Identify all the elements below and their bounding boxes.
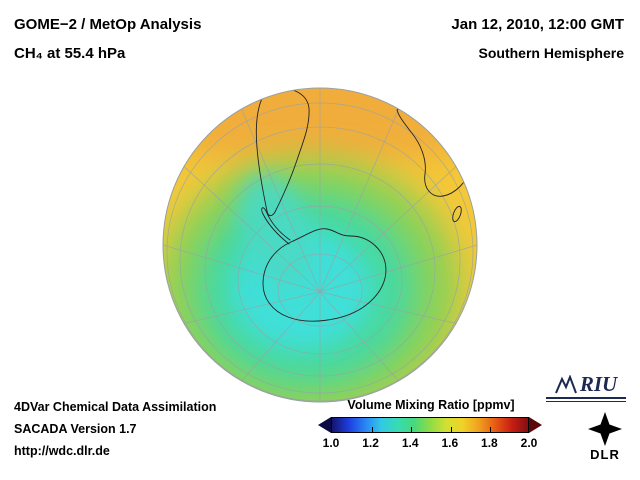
colorbar-tick-mark: [490, 426, 492, 432]
datetime-label: Jan 12, 2010, 12:00 GMT: [451, 16, 624, 33]
hemisphere-globe-map: [162, 87, 478, 403]
colorbar-tick-label: 1.0: [322, 436, 340, 450]
colorbar-tick-label: 1.6: [441, 436, 459, 450]
plot-header-right: Jan 12, 2010, 12:00 GMT Southern Hemisph…: [451, 10, 624, 68]
colorbar-ticks: 1.0 1.2 1.4 1.6 1.8 2.0: [323, 436, 538, 451]
colorbar-tick-label: 1.8: [481, 436, 498, 450]
riu-mountain-icon: [554, 375, 577, 394]
colorbar-tick-mark: [450, 426, 452, 432]
dlr-logo: DLR: [588, 412, 622, 462]
species-level-title: CH₄ at 55.4 hPa: [14, 45, 126, 62]
coastline-south-america: [255, 88, 310, 217]
instrument-title: GOME−2 / MetOp Analysis: [14, 16, 202, 33]
riu-wordmark: RIU: [579, 372, 618, 396]
colorbar-tick-mark: [411, 426, 413, 432]
colorbar-title: Volume Mixing Ratio [ppmv]: [347, 398, 515, 412]
dlr-wordmark: DLR: [590, 447, 620, 462]
riu-rule-thin: [546, 401, 626, 402]
colorbar-tick-label: 2.0: [520, 436, 538, 450]
plot-header-left: GOME−2 / MetOp Analysis CH₄ at 55.4 hPa: [14, 10, 201, 68]
coastline-antarctica: [262, 228, 387, 322]
dlr-star-icon: [588, 412, 622, 446]
coastline-antarctic-peninsula: [261, 207, 291, 245]
wdc-url: http://wdc.dlr.de: [14, 444, 110, 458]
graticule: [163, 88, 477, 402]
plot-footer: 4DVar Chemical Data Assimilation SACADA …: [14, 396, 216, 462]
colorbar-tick-mark: [371, 426, 373, 432]
colorbar-tick-label: 1.4: [401, 436, 419, 450]
colorbar-right-arrow: [529, 416, 542, 433]
riu-rule-thick: [546, 397, 626, 399]
riu-logo-row: RIU: [546, 372, 626, 396]
colorbar: Volume Mixing Ratio [ppmv] 1.0 1.2 1.4 1.6 1…: [318, 398, 544, 451]
globe-rim: [162, 87, 478, 403]
colorbar-left-arrow: [318, 416, 331, 433]
colorbar-tick-label: 1.2: [362, 436, 379, 450]
coastline-madagascar: [452, 205, 462, 223]
hemisphere-label: Southern Hemisphere: [478, 45, 624, 61]
riu-logo: RIU: [546, 374, 626, 402]
assimilation-label: 4DVar Chemical Data Assimilation: [14, 400, 217, 414]
colorbar-bar: [318, 416, 544, 433]
colorbar-gradient: [331, 416, 529, 433]
version-label: SACADA Version 1.7: [14, 422, 137, 436]
